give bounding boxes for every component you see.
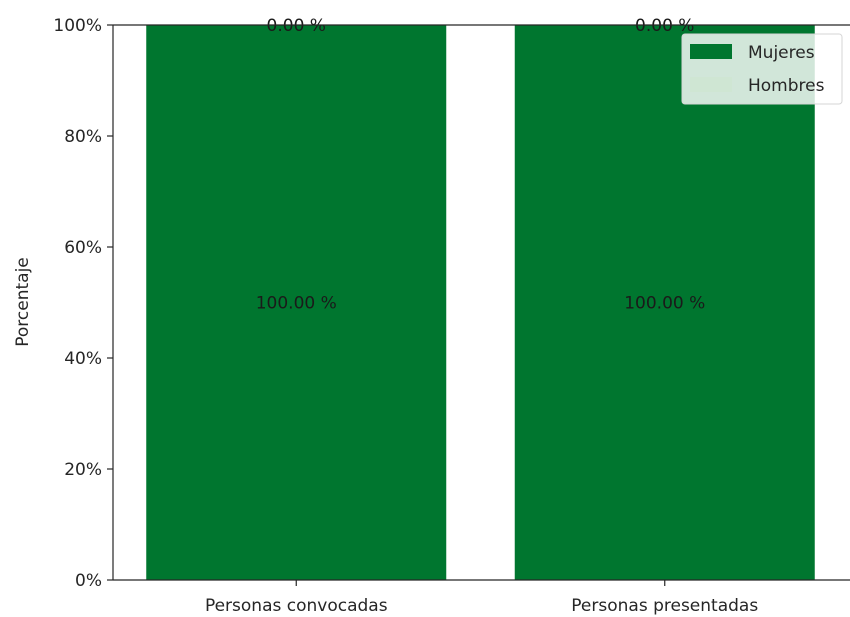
y-tick-label: 60% [64,238,102,258]
data-label-mujeres-2: 100.00 % [624,294,705,314]
y-ticks-group: 0% 20% 40% 60% 80% 100% [53,16,113,591]
legend-swatch-mujeres [690,44,732,59]
bar-labels-group: 100.00 % 0.00 % 100.00 % 0.00 % [256,16,706,314]
bar-mujeres-2 [514,25,815,580]
x-tick-label: Personas presentadas [571,596,758,616]
y-tick-label: 20% [64,460,102,480]
data-label-hombres-1: 0.00 % [267,16,326,36]
data-label-hombres-2: 0.00 % [635,16,694,36]
y-tick-label: 100% [53,16,102,36]
y-tick-label: 0% [75,571,102,591]
y-tick-label: 40% [64,349,102,369]
y-tick-label: 80% [64,127,102,147]
bars-group [146,25,815,580]
legend-label-hombres: Hombres [748,76,825,96]
data-label-mujeres-1: 100.00 % [256,294,337,314]
y-axis-label: Porcentaje [13,257,33,347]
x-ticks-group: Personas convocadas Personas presentadas [205,580,758,616]
legend-swatch-hombres [690,77,732,92]
legend: Mujeres Hombres [681,33,843,105]
legend-label-mujeres: Mujeres [748,43,815,63]
axes [112,24,850,581]
bar-mujeres-1 [146,25,447,580]
x-tick-label: Personas convocadas [205,596,388,616]
